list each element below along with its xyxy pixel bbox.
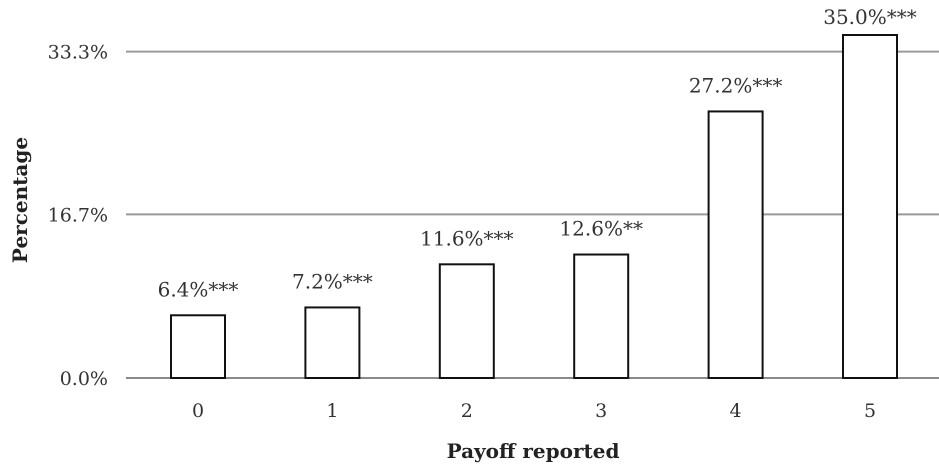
y-axis-ticks: 0.0% 16.7% 33.3% [48,42,108,390]
x-tick-label: 0 [192,400,204,422]
data-label: 35.0%*** [823,5,917,29]
bar [573,253,630,380]
bars [170,34,898,380]
bar [304,306,361,379]
data-labels: 6.4%*** 7.2%*** 11.6%*** 12.6%** 27.2%*** 35.… [158,5,917,301]
bar [842,34,898,379]
x-axis-title: Payoff reported [447,439,620,463]
y-axis-title: Percentage [8,137,32,263]
y-tick-label: 0.0% [60,368,108,390]
data-label: 27.2%*** [689,73,783,97]
x-tick-label: 1 [326,400,338,422]
data-label: 12.6%** [559,217,643,241]
y-tick-label: 33.3% [48,42,108,64]
x-tick-label: 4 [730,400,742,422]
data-label: 6.4%*** [158,277,239,301]
data-label: 11.6%*** [420,226,514,250]
y-tick-label: 16.7% [48,204,108,226]
gridlines [126,50,939,379]
x-tick-label: 3 [595,400,607,422]
data-label: 7.2%*** [292,269,373,293]
x-tick-label: 5 [864,400,876,422]
bar [170,314,226,379]
bar [438,263,495,380]
x-axis-ticks: 0 1 2 3 4 5 [192,400,876,422]
x-tick-label: 2 [461,400,473,422]
bar [707,110,764,379]
